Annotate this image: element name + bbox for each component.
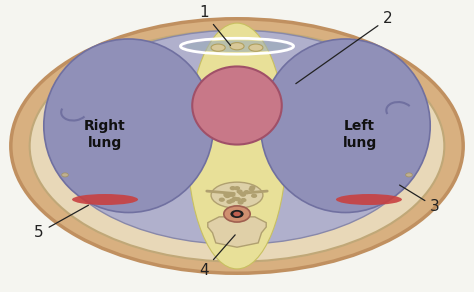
Circle shape: [232, 197, 237, 200]
Text: 4: 4: [199, 235, 235, 278]
Circle shape: [225, 194, 230, 197]
Ellipse shape: [336, 194, 402, 205]
Ellipse shape: [72, 194, 138, 205]
Circle shape: [230, 187, 235, 190]
Circle shape: [241, 193, 246, 196]
Ellipse shape: [185, 40, 289, 52]
Text: Left
lung: Left lung: [342, 119, 377, 150]
Text: Right
lung: Right lung: [84, 119, 126, 150]
Ellipse shape: [261, 39, 430, 213]
Circle shape: [224, 194, 229, 197]
Ellipse shape: [230, 43, 244, 50]
Circle shape: [224, 193, 229, 196]
Text: 5: 5: [34, 205, 89, 240]
Circle shape: [230, 199, 235, 202]
Circle shape: [241, 199, 246, 201]
Circle shape: [252, 194, 256, 197]
Text: 1: 1: [199, 6, 230, 46]
Polygon shape: [208, 217, 266, 247]
Circle shape: [62, 173, 68, 177]
Text: 3: 3: [400, 185, 440, 214]
Ellipse shape: [30, 30, 444, 262]
Circle shape: [406, 173, 412, 177]
FancyArrowPatch shape: [240, 191, 267, 194]
Circle shape: [244, 191, 249, 194]
Circle shape: [227, 194, 231, 197]
Ellipse shape: [48, 30, 426, 244]
Text: 2: 2: [296, 11, 392, 84]
Circle shape: [250, 186, 255, 189]
Ellipse shape: [249, 44, 263, 51]
Circle shape: [236, 198, 240, 201]
FancyArrowPatch shape: [207, 191, 234, 194]
Ellipse shape: [211, 44, 225, 51]
Ellipse shape: [11, 19, 463, 273]
Ellipse shape: [192, 67, 282, 145]
Circle shape: [227, 200, 232, 203]
Ellipse shape: [211, 182, 263, 208]
Circle shape: [235, 187, 239, 190]
Circle shape: [237, 190, 242, 193]
Circle shape: [238, 201, 243, 204]
Ellipse shape: [188, 23, 286, 269]
Circle shape: [230, 210, 244, 218]
Circle shape: [233, 212, 241, 216]
Ellipse shape: [44, 39, 213, 213]
Circle shape: [249, 188, 254, 191]
Circle shape: [230, 193, 235, 196]
Circle shape: [224, 206, 250, 222]
Circle shape: [219, 198, 224, 201]
